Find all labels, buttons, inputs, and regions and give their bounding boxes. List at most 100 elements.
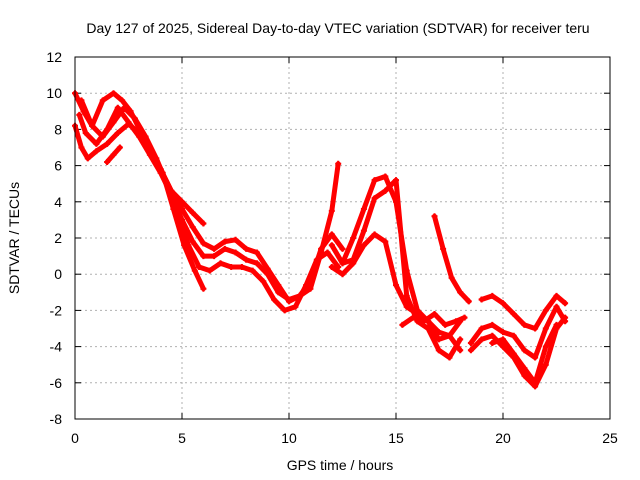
data-point: [339, 271, 346, 278]
data-point: [89, 122, 96, 129]
data-point: [393, 177, 399, 184]
grid: [75, 57, 610, 419]
data-point: [78, 144, 85, 151]
data-point: [292, 303, 299, 310]
data-point: [211, 253, 218, 260]
data-point: [339, 260, 346, 267]
data-point: [435, 347, 442, 354]
data-point: [562, 300, 569, 307]
data-point: [371, 231, 378, 238]
data-point: [200, 240, 207, 247]
data-point: [76, 111, 83, 118]
data-point: [350, 256, 357, 263]
data-point: [371, 195, 378, 202]
data-point: [371, 177, 378, 184]
data-point: [93, 148, 100, 155]
y-tick-label: 8: [54, 121, 62, 137]
series-track-9: [340, 177, 463, 360]
x-tick-label: 0: [71, 430, 79, 446]
data-point: [542, 307, 549, 314]
data-point: [260, 278, 267, 285]
data-point: [275, 289, 282, 296]
data-point: [446, 354, 453, 361]
data-point: [104, 140, 111, 147]
data-point: [510, 311, 517, 317]
data-point: [446, 332, 453, 339]
data-point: [324, 249, 331, 256]
data-point: [532, 354, 539, 361]
data-point: [431, 213, 438, 220]
data-point: [78, 97, 85, 104]
data-point: [489, 332, 496, 339]
data-point: [478, 325, 485, 332]
data-point: [478, 336, 485, 343]
data-point: [360, 242, 367, 249]
data-point: [382, 238, 389, 245]
data-point: [553, 303, 560, 310]
data-point: [211, 245, 218, 252]
data-point: [243, 256, 250, 263]
data-point: [281, 307, 288, 314]
data-point: [200, 253, 207, 260]
data-point: [553, 321, 560, 328]
data-point: [318, 245, 325, 252]
data-point: [457, 347, 464, 354]
data-point: [489, 340, 496, 346]
x-tick-label: 20: [495, 430, 511, 446]
y-tick-label: -2: [50, 302, 63, 318]
data-point: [127, 108, 134, 115]
data-point: [125, 119, 132, 126]
data-point: [478, 296, 485, 303]
data-point: [510, 350, 517, 357]
data-point: [286, 296, 292, 303]
data-point: [82, 130, 89, 136]
data-point: [307, 285, 314, 292]
data-point: [189, 209, 196, 216]
data-point: [382, 187, 389, 194]
data-point: [114, 104, 121, 111]
data-point: [119, 97, 126, 104]
data-point: [350, 235, 357, 241]
data-point: [399, 321, 406, 328]
data-point: [542, 343, 549, 350]
data-point: [435, 336, 442, 343]
data-point: [168, 187, 175, 194]
data-point: [360, 227, 367, 234]
x-axis-label: GPS time / hours: [287, 457, 394, 473]
series-track-14: [468, 315, 568, 389]
y-tick-labels: -8 -6 -4 -2 0 2 4 6 8 10 12: [46, 49, 62, 427]
data-point: [104, 159, 111, 165]
data-series: [72, 90, 569, 390]
data-point: [489, 292, 496, 299]
data-point: [521, 321, 528, 328]
data-point: [542, 325, 549, 332]
data-point: [382, 173, 389, 180]
data-point: [181, 242, 188, 249]
series-track-4: [78, 90, 206, 292]
data-point: [189, 238, 196, 245]
data-point: [253, 260, 260, 267]
data-point: [510, 332, 517, 339]
data-point: [542, 361, 549, 368]
data-point: [110, 151, 117, 158]
data-point: [116, 144, 123, 151]
data-point: [228, 264, 235, 270]
data-point: [149, 148, 155, 155]
y-tick-label: -8: [50, 411, 63, 427]
data-point: [335, 160, 342, 167]
data-point: [440, 245, 447, 252]
data-point: [339, 245, 346, 252]
data-point: [393, 282, 399, 289]
data-point: [553, 292, 560, 299]
data-point: [403, 292, 410, 299]
data-point: [196, 264, 203, 270]
data-point: [467, 340, 474, 346]
data-point: [99, 97, 106, 104]
data-point: [232, 236, 239, 243]
data-point: [157, 166, 164, 173]
y-tick-label: 12: [46, 49, 62, 65]
data-point: [189, 224, 196, 231]
data-point: [521, 372, 528, 379]
data-point: [170, 206, 177, 212]
